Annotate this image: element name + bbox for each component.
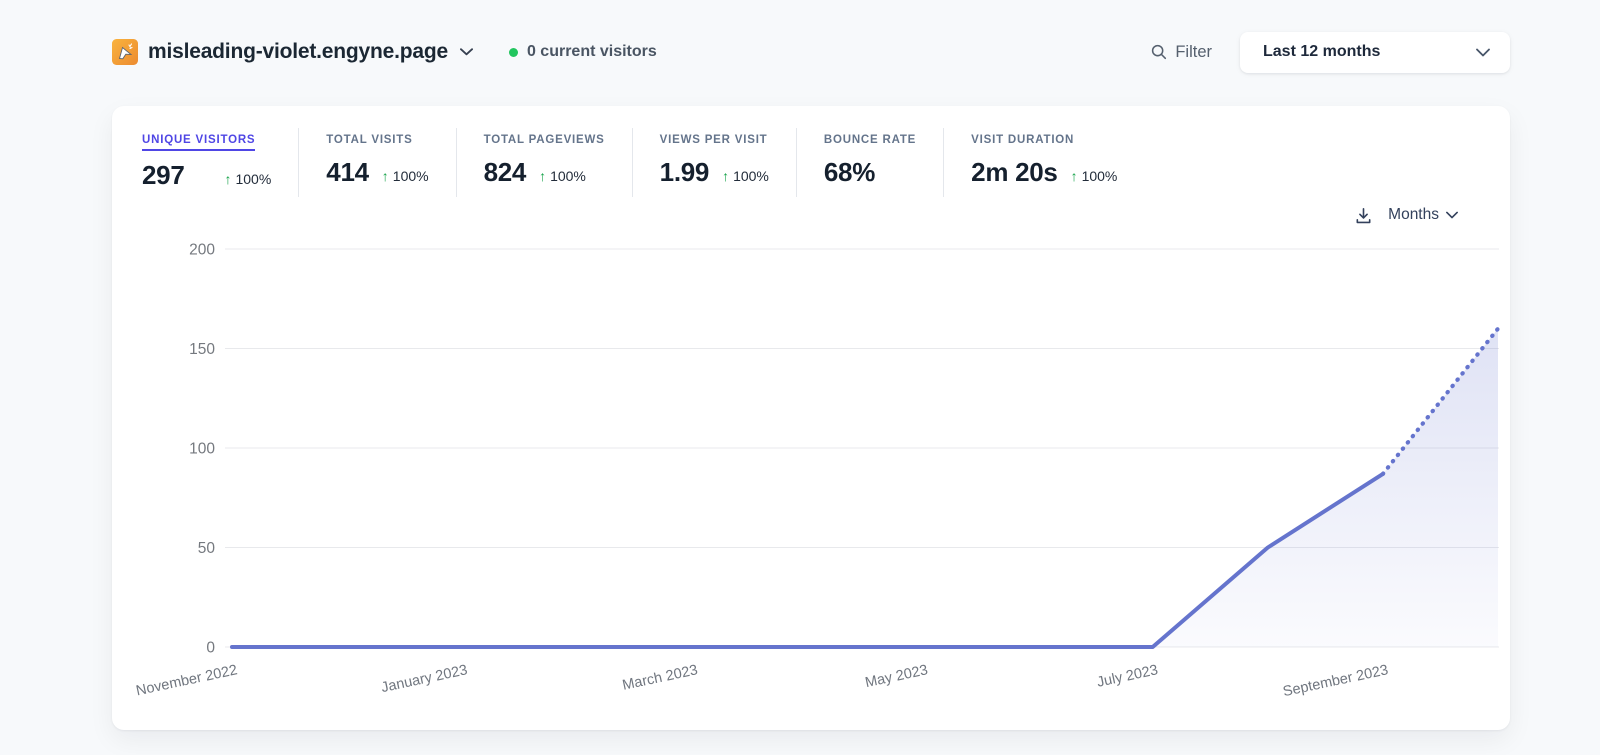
date-range-select[interactable]: Last 12 months	[1240, 31, 1510, 73]
stat-value: 297	[142, 160, 185, 190]
svg-text:100: 100	[189, 441, 215, 458]
stat-total-pageviews[interactable]: TOTAL PAGEVIEWS 824 ↑ 100%	[455, 128, 632, 197]
live-dot-icon	[508, 47, 518, 57]
stat-value: 2m 20s	[971, 157, 1058, 187]
current-visitors-label: 0 current visitors	[526, 43, 657, 60]
stat-label: BOUNCE RATE	[823, 134, 917, 146]
chevron-down-icon	[1446, 211, 1458, 219]
stat-change: 100%	[1081, 168, 1118, 184]
svg-text:200: 200	[189, 242, 215, 259]
stat-label: TOTAL VISITS	[326, 134, 413, 146]
search-icon	[1152, 44, 1167, 60]
chart-area: 200 150 100 50 0 November 2022 January 2023 Mar…	[112, 231, 1510, 726]
chevron-down-icon	[1476, 48, 1490, 56]
up-arrow-icon: ↑	[224, 171, 232, 187]
date-range-label: Last 12 months	[1263, 43, 1381, 60]
stat-unique-visitors[interactable]: UNIQUE VISITORS 297 ↑ 100%	[142, 128, 298, 197]
current-visitors[interactable]: 0 current visitors	[508, 43, 657, 61]
stat-views-per-visit[interactable]: VIEWS PER VISIT 1.99 ↑ 100%	[631, 128, 796, 197]
up-arrow-icon: ↑	[1070, 168, 1078, 184]
filter-button[interactable]: Filter	[1150, 43, 1212, 62]
stat-label: VISIT DURATION	[971, 134, 1075, 146]
stat-value: 414	[326, 157, 369, 187]
svg-text:May 2023: May 2023	[864, 662, 930, 691]
interval-dropdown[interactable]: Months	[1388, 206, 1458, 224]
stat-change: 100%	[733, 168, 769, 184]
topbar: misleading-violet.engyne.page 0 current …	[112, 30, 1510, 74]
svg-text:July 2023: July 2023	[1095, 662, 1159, 691]
svg-text:50: 50	[198, 540, 216, 557]
site-name: misleading-violet.engyne.page	[148, 40, 448, 63]
up-arrow-icon: ↑	[539, 168, 547, 184]
stat-label: VIEWS PER VISIT	[659, 134, 768, 146]
stat-bounce-rate[interactable]: BOUNCE RATE 68%	[795, 128, 943, 197]
svg-text:150: 150	[189, 341, 215, 358]
download-button[interactable]	[1354, 206, 1373, 225]
site-favicon-icon	[112, 39, 138, 65]
stat-visit-duration[interactable]: VISIT DURATION 2m 20s ↑ 100%	[943, 128, 1144, 197]
stat-value: 1.99	[659, 157, 710, 187]
stat-change: 100%	[550, 168, 586, 184]
filter-label: Filter	[1175, 42, 1212, 61]
svg-text:0: 0	[206, 640, 215, 657]
svg-text:November 2022: November 2022	[135, 662, 239, 699]
stat-label: TOTAL PAGEVIEWS	[483, 134, 605, 146]
interval-label: Months	[1388, 206, 1439, 223]
up-arrow-icon: ↑	[722, 168, 730, 184]
analytics-page: misleading-violet.engyne.page 0 current …	[112, 30, 1510, 730]
stat-change: 100%	[392, 168, 429, 184]
stats-row: UNIQUE VISITORS 297 ↑ 100% TOTAL VISITS 4…	[112, 106, 1510, 197]
stat-value: 824	[483, 157, 527, 187]
visitors-chart[interactable]: 200 150 100 50 0 November 2022 January 2023 Mar…	[112, 231, 1510, 721]
svg-text:January 2023: January 2023	[380, 662, 469, 696]
up-arrow-icon: ↑	[381, 168, 389, 184]
stat-value: 68%	[823, 157, 876, 187]
visitors-card: UNIQUE VISITORS 297 ↑ 100% TOTAL VISITS 4…	[112, 106, 1510, 730]
site-selector[interactable]: misleading-violet.engyne.page	[112, 39, 473, 65]
stat-label: UNIQUE VISITORS	[142, 134, 256, 151]
chart-controls: Months	[112, 201, 1510, 229]
site-chevron-down-icon	[459, 48, 473, 56]
svg-text:March 2023: March 2023	[621, 662, 699, 694]
download-icon	[1356, 207, 1371, 223]
stat-total-visits[interactable]: TOTAL VISITS 414 ↑ 100%	[298, 128, 455, 197]
stat-change: 100%	[235, 171, 272, 187]
svg-text:September 2023: September 2023	[1282, 662, 1390, 700]
